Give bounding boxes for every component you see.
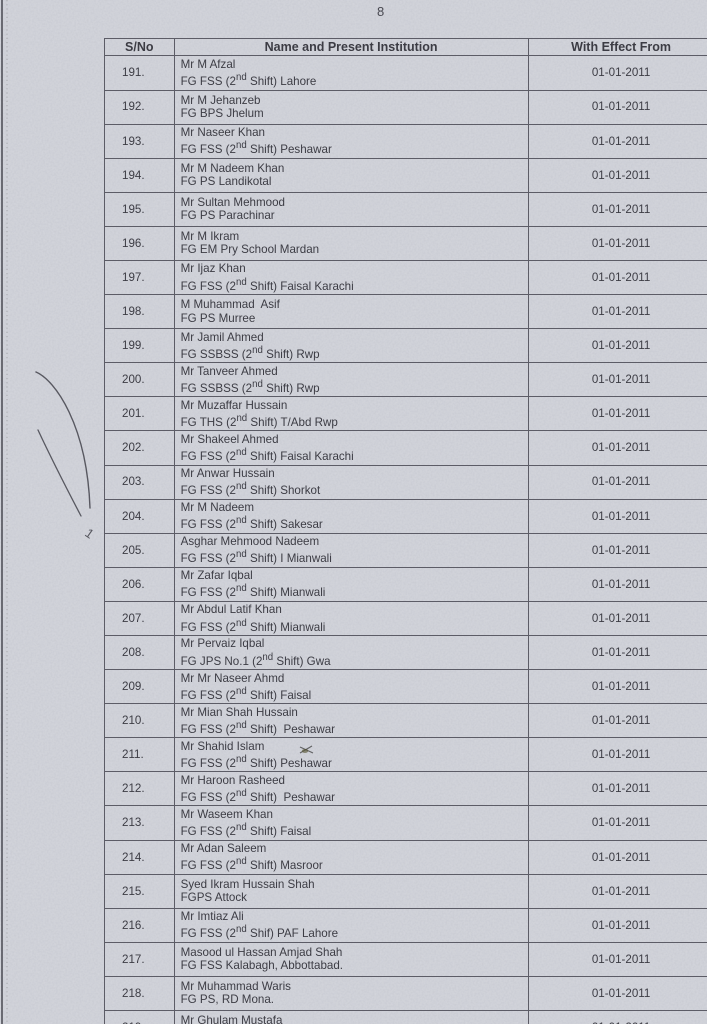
svg-text:1: 1 [82, 525, 97, 541]
